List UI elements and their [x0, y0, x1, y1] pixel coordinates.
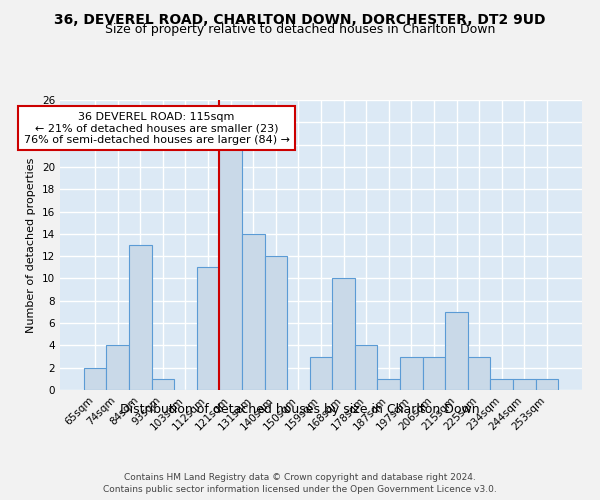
Bar [265, 256, 287, 390]
Bar [242, 234, 265, 390]
Bar [468, 356, 490, 390]
Text: 36, DEVEREL ROAD, CHARLTON DOWN, DORCHESTER, DT2 9UD: 36, DEVEREL ROAD, CHARLTON DOWN, DORCHES… [54, 12, 546, 26]
Bar [355, 346, 377, 390]
Bar [513, 379, 536, 390]
Y-axis label: Number of detached properties: Number of detached properties [26, 158, 37, 332]
Bar [106, 346, 129, 390]
Bar [129, 245, 152, 390]
Bar [490, 379, 513, 390]
Text: 36 DEVEREL ROAD: 115sqm
← 21% of detached houses are smaller (23)
76% of semi-de: 36 DEVEREL ROAD: 115sqm ← 21% of detache… [23, 112, 290, 145]
Text: Contains HM Land Registry data © Crown copyright and database right 2024.: Contains HM Land Registry data © Crown c… [124, 472, 476, 482]
Bar [377, 379, 400, 390]
Bar [445, 312, 468, 390]
Bar [332, 278, 355, 390]
Bar [220, 144, 242, 390]
Text: Distribution of detached houses by size in Charlton Down: Distribution of detached houses by size … [120, 402, 480, 415]
Bar [152, 379, 174, 390]
Bar [422, 356, 445, 390]
Bar [84, 368, 106, 390]
Bar [310, 356, 332, 390]
Text: Contains public sector information licensed under the Open Government Licence v3: Contains public sector information licen… [103, 485, 497, 494]
Bar [197, 268, 220, 390]
Bar [536, 379, 558, 390]
Text: Size of property relative to detached houses in Charlton Down: Size of property relative to detached ho… [105, 22, 495, 36]
Bar [400, 356, 422, 390]
